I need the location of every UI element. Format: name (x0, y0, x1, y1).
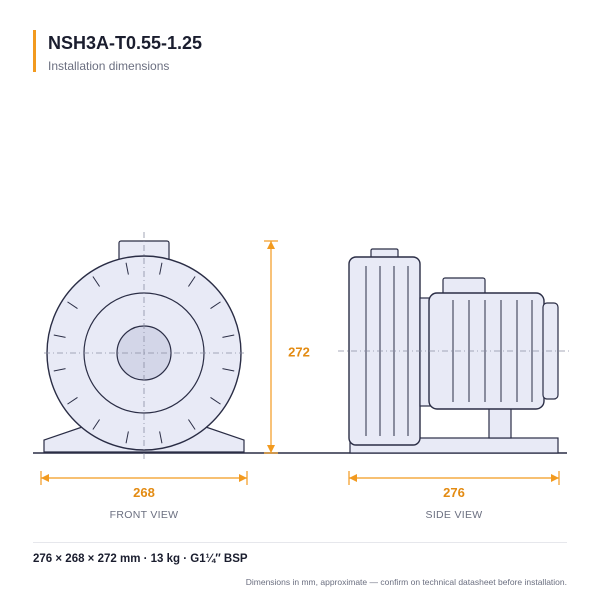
front-fin (188, 419, 196, 430)
page-title: NSH3A-T0.55-1.25 (48, 33, 203, 53)
footnote: Dimensions in mm, approximate — confirm … (245, 577, 567, 587)
front-width-dimension: 268 FRONT VIEW (40, 471, 248, 521)
side-pump-housing (348, 256, 421, 446)
front-fin (53, 334, 66, 338)
front-fin (159, 431, 163, 444)
height-dimension: 272 (264, 240, 310, 454)
front-fin (188, 276, 196, 287)
page-subtitle: Installation dimensions (48, 59, 170, 73)
side-pedestal (488, 407, 512, 439)
header: NSH3A-T0.55-1.25 Installation dimensions (33, 30, 203, 73)
height-label: 272 (288, 344, 310, 359)
front-view-label: FRONT VIEW (110, 509, 179, 521)
side-length-label: 276 (443, 485, 465, 500)
front-fin (125, 262, 129, 275)
front-fin (67, 397, 78, 405)
footer-divider (33, 542, 567, 543)
spec-summary: 276 × 268 × 272 mm · 13 kg · G1¼″ BSP (33, 553, 248, 565)
front-fins (53, 262, 235, 444)
front-fin (210, 301, 221, 309)
front-fin (159, 262, 163, 275)
front-fin (125, 431, 129, 444)
front-view (43, 232, 245, 462)
front-fin (210, 397, 221, 405)
front-fin (222, 334, 235, 338)
front-width-label: 268 (133, 485, 155, 500)
front-fin (92, 419, 100, 430)
front-fin (222, 368, 235, 372)
front-fin (92, 276, 100, 287)
front-fin (53, 368, 66, 372)
front-fin (67, 301, 78, 309)
side-view-label: SIDE VIEW (426, 509, 483, 521)
side-length-dimension: 276 SIDE VIEW (348, 471, 560, 521)
side-view (338, 248, 572, 454)
